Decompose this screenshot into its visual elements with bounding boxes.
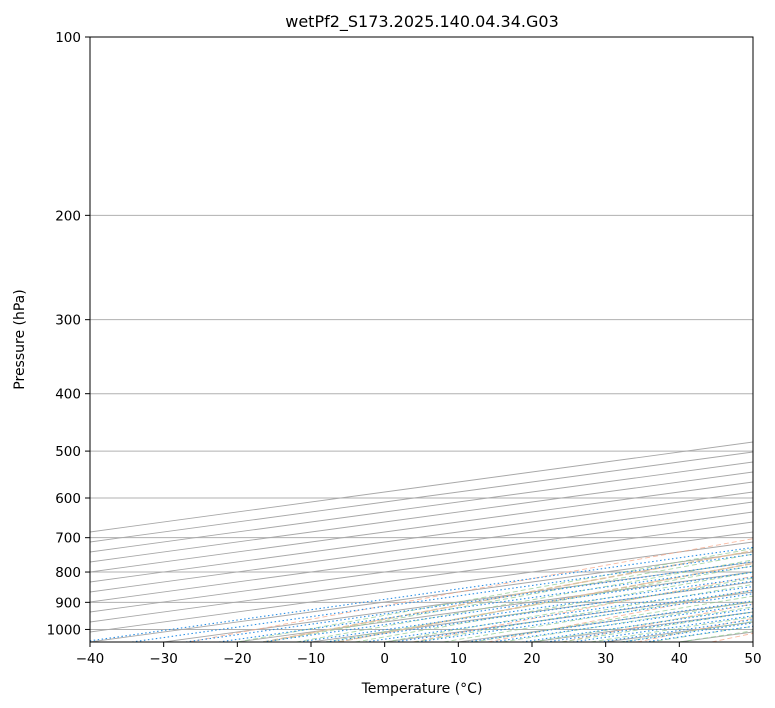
isotherm-line (310, 581, 753, 642)
isotherm-line (384, 591, 753, 642)
isotherm-line (531, 611, 753, 642)
isotherm-line (90, 451, 753, 543)
x-tick-label: 30 (597, 651, 614, 667)
x-tick-label: 20 (523, 651, 540, 667)
dry-adiabat-line (711, 632, 753, 642)
x-tick-label: −10 (297, 651, 326, 667)
x-tick-label: 40 (671, 651, 688, 667)
axis-ticks: −40 −30 −20 −10 0 10 20 30 40 50 1000 900 800 700 600 5… (47, 30, 762, 667)
mixing-ratio-line (90, 546, 753, 642)
mixing-ratio-line (467, 600, 753, 642)
y-tick-label: 100 (55, 30, 81, 46)
y-tick-label: 1000 (47, 622, 81, 638)
mixing-ratio-line (522, 608, 753, 642)
x-tick-label: 50 (744, 651, 761, 667)
reference-adiabat-line (263, 550, 753, 642)
moist-adiabat-line (384, 577, 753, 642)
x-tick-label: −30 (149, 651, 178, 667)
moist-adiabat-line (325, 565, 753, 642)
isotherm-line (90, 501, 753, 593)
dry-adiabat-line (338, 562, 753, 642)
x-tick-label: −20 (223, 651, 252, 667)
dry-adiabat-line (263, 550, 753, 642)
moist-adiabat-line (355, 571, 753, 642)
reference-adiabat-line (338, 562, 753, 642)
y-tick-label: 800 (55, 565, 81, 581)
moist-adiabat-line (561, 611, 753, 642)
y-tick-label: 400 (55, 387, 81, 403)
y-tick-label: 300 (55, 313, 81, 329)
dry-adiabat-line (562, 603, 753, 642)
moist-adiabat-line (296, 559, 753, 642)
isotherm-line (90, 531, 753, 623)
moist-adiabat-line (679, 630, 753, 642)
isotherm-line (679, 631, 753, 642)
moist-adiabat-line (237, 548, 753, 642)
y-axis-label: Pressure (hPa) (12, 289, 28, 389)
y-tick-label: 700 (55, 531, 81, 547)
dry-adiabat-line (487, 589, 753, 642)
dry-adiabat-line (412, 575, 753, 642)
moist-adiabat-line (473, 595, 753, 642)
moist-adiabat-line (443, 589, 753, 642)
x-tick-label: 10 (450, 651, 467, 667)
isotherm-line (90, 521, 753, 613)
dry-adiabat-line (636, 617, 753, 642)
moist-adiabat-line (502, 601, 753, 642)
plot-frame (89, 36, 754, 643)
isotherm-line (90, 511, 753, 603)
isotherm-line (90, 481, 753, 573)
mixing-ratio-line (417, 593, 753, 642)
x-tick-label: 0 (380, 651, 389, 667)
mixing-ratio-line (492, 603, 753, 642)
chart-title: wetPf2_S173.2025.140.04.34.G03 (285, 12, 559, 32)
mixing-ratio-line (185, 561, 753, 642)
isotherm-line (752, 641, 753, 642)
isotherm-line (90, 491, 753, 583)
x-axis-label: Temperature (°C) (361, 681, 483, 697)
x-tick-label: −40 (76, 651, 105, 667)
y-tick-label: 900 (55, 595, 81, 611)
y-tick-label: 500 (55, 444, 81, 460)
mixing-ratio-line (131, 553, 753, 642)
y-tick-label: 200 (55, 208, 81, 224)
mixing-ratio-line (546, 611, 753, 642)
isotherm-line (90, 461, 753, 553)
isotherm-line (90, 551, 753, 642)
isotherm-line (90, 541, 753, 633)
moist-adiabat-line (649, 625, 753, 642)
isotherm-line (605, 621, 753, 642)
background-lines (90, 37, 753, 642)
isotherm-line (90, 471, 753, 563)
moist-adiabat-line (266, 553, 753, 642)
y-tick-label: 600 (55, 491, 81, 507)
